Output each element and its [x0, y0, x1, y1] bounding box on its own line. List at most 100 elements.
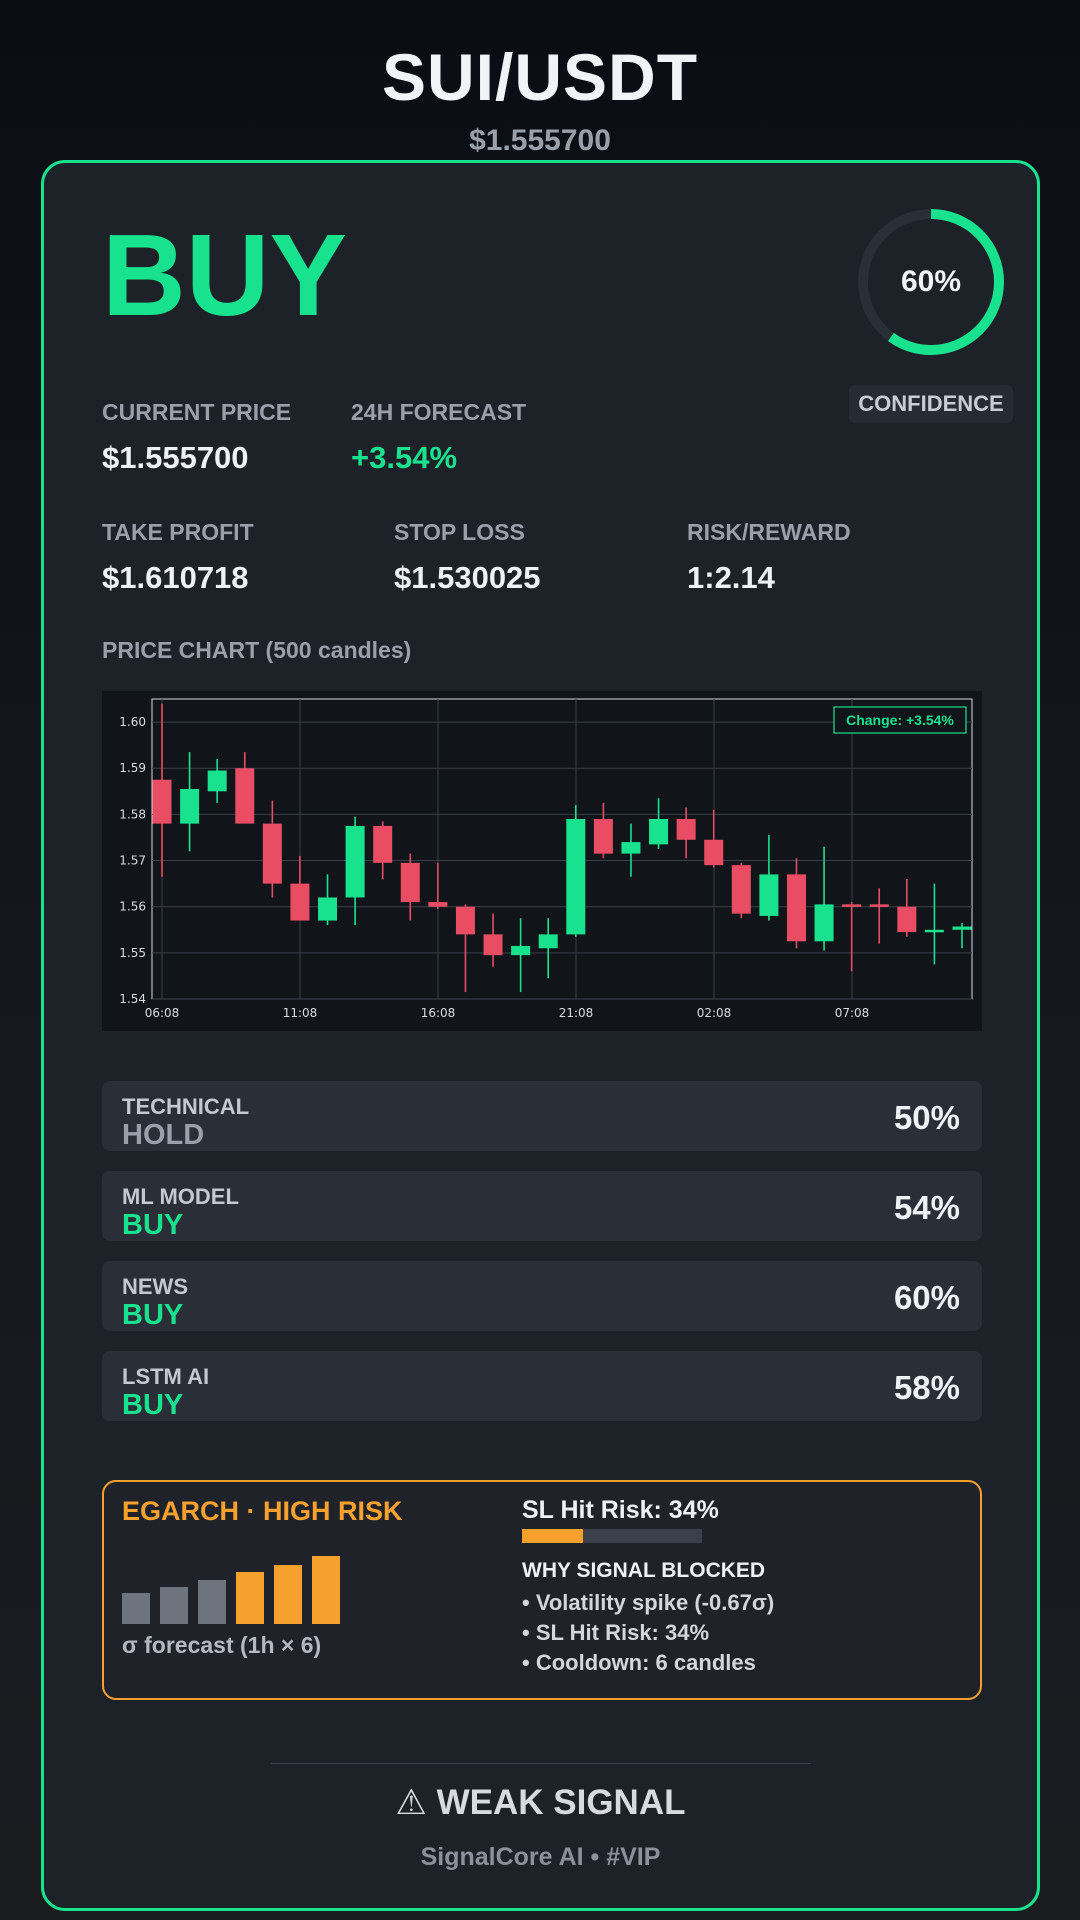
y-tick-label: 1.56 [119, 900, 146, 914]
model-row-news: NEWS BUY 60% [102, 1261, 982, 1331]
risk-title: EGARCH · HIGH RISK [122, 1496, 403, 1526]
signal-card: BUY 60% CONFIDENCE CURRENT PRICE $1.5557… [41, 160, 1040, 1911]
model-name: ML MODEL [122, 1184, 239, 1209]
model-row-lstm-ai: LSTM AI BUY 58% [102, 1351, 982, 1421]
why-blocked-list: • Volatility spike (-0.67σ) • SL Hit Ris… [522, 1588, 774, 1678]
risk-reward-stat: RISK/REWARD 1:2.14 [687, 519, 851, 596]
candle-body [180, 789, 200, 824]
risk-panel: EGARCH · HIGH RISK σ forecast (1h × 6) S… [102, 1480, 982, 1700]
brand-footer: SignalCore AI • #VIP [420, 1843, 661, 1871]
y-tick-label: 1.59 [119, 761, 146, 775]
take-profit-label: TAKE PROFIT [102, 519, 254, 545]
model-row-ml-model: ML MODEL BUY 54% [102, 1171, 982, 1241]
chart-title: PRICE CHART (500 candles) [102, 637, 412, 663]
price-chart: 1.54 1.55 1.56 1.57 1.58 1.59 1.60 06:08 11:08 16… [102, 691, 982, 1031]
x-tick-label: 06:08 [145, 1006, 180, 1020]
current-price-stat: CURRENT PRICE $1.555700 [102, 399, 291, 476]
model-name: NEWS [122, 1274, 188, 1299]
list-item: • Cooldown: 6 candles [522, 1650, 756, 1675]
sl-hit-risk-fill [522, 1529, 584, 1543]
candle-body [759, 874, 779, 916]
candle-body [731, 865, 751, 914]
candle-body [538, 934, 558, 949]
why-blocked-title: WHY SIGNAL BLOCKED [522, 1559, 766, 1582]
divider [271, 1763, 811, 1764]
candle-body [649, 819, 669, 845]
model-percent: 50% [893, 1099, 960, 1136]
candle-body [869, 904, 889, 907]
model-row-technical: TECHNICAL HOLD 50% [102, 1081, 982, 1151]
current-price-label: CURRENT PRICE [102, 399, 292, 425]
sl-hit-risk-bar [522, 1529, 702, 1543]
sigma-forecast-bars [122, 1550, 352, 1624]
confidence-gauge: 60% [854, 205, 1008, 359]
x-tick-label: 21:08 [559, 1006, 594, 1020]
candle-body [290, 883, 310, 921]
sigma-bar [122, 1593, 150, 1624]
weak-signal-label: ⚠ WEAK SIGNAL [395, 1783, 686, 1822]
candle-body [428, 902, 448, 907]
forecast-label: 24H FORECAST [351, 399, 527, 425]
model-signal: HOLD [122, 1119, 205, 1151]
candle-body [207, 770, 227, 792]
sigma-forecast-label: σ forecast (1h × 6) [122, 1632, 322, 1658]
model-percent: 58% [893, 1369, 960, 1406]
model-signal: BUY [122, 1389, 184, 1421]
y-tick-label: 1.58 [119, 807, 146, 821]
take-profit-stat: TAKE PROFIT $1.610718 [102, 519, 254, 596]
candle-body [704, 839, 724, 866]
candle-body [842, 904, 862, 907]
stop-loss-label: STOP LOSS [394, 519, 525, 545]
sl-hit-risk-title: SL Hit Risk: 34% [522, 1496, 719, 1524]
candle-body [511, 945, 531, 956]
x-tick-label: 11:08 [283, 1006, 318, 1020]
model-percent: 60% [893, 1279, 960, 1316]
model-signal: BUY [122, 1209, 184, 1241]
candle-body [593, 819, 613, 854]
y-tick-label: 1.55 [119, 946, 146, 960]
confidence-arc [858, 209, 1004, 355]
candle-body [924, 929, 944, 933]
candle-body [400, 862, 420, 903]
list-item: • Volatility spike (-0.67σ) [522, 1590, 775, 1615]
candle-body [235, 768, 255, 824]
forecast-value: +3.54% [351, 440, 458, 475]
model-name: LSTM AI [122, 1364, 210, 1389]
price-chart-svg: 1.54 1.55 1.56 1.57 1.58 1.59 1.60 06:08 11:08 16… [119, 698, 973, 1020]
forecast-stat: 24H FORECAST +3.54% [351, 399, 526, 476]
y-tick-label: 1.54 [119, 992, 146, 1006]
sigma-bar [312, 1556, 340, 1624]
x-tick-label: 07:08 [835, 1006, 870, 1020]
candle-body [455, 906, 475, 935]
candle-body [566, 819, 586, 935]
risk-reward-value: 1:2.14 [687, 560, 775, 595]
sigma-bar [160, 1587, 188, 1624]
risk-reward-label: RISK/REWARD [687, 519, 851, 545]
take-profit-value: $1.610718 [102, 560, 249, 595]
change-annotation: Change: +3.54% [846, 712, 954, 728]
stop-loss-stat: STOP LOSS $1.530025 [394, 519, 541, 596]
plot-area [151, 698, 973, 1000]
signal-label: BUY [102, 210, 347, 340]
candle-body [373, 825, 393, 863]
y-tick-label: 1.60 [119, 715, 146, 729]
current-price-value: $1.555700 [102, 440, 249, 475]
candle-body [318, 897, 338, 921]
candle-body [897, 906, 917, 933]
confidence-value: 60% [900, 265, 962, 298]
pair-title: SUI/USDT [381, 40, 699, 114]
header-price: $1.555700 [469, 124, 611, 157]
candle-body [814, 904, 834, 942]
stop-loss-value: $1.530025 [394, 560, 541, 595]
header: SUI/USDT $1.555700 [0, 40, 1080, 158]
candle-body [483, 934, 503, 956]
confidence-label: CONFIDENCE [849, 385, 1013, 423]
sigma-bar [274, 1565, 302, 1624]
x-tick-label: 02:08 [697, 1006, 732, 1020]
model-percent: 54% [893, 1189, 960, 1226]
candle-body [262, 823, 282, 884]
change-annotation-box [833, 706, 967, 734]
sigma-bar [198, 1580, 226, 1624]
candle-body [676, 819, 696, 840]
candle-body [952, 926, 972, 930]
